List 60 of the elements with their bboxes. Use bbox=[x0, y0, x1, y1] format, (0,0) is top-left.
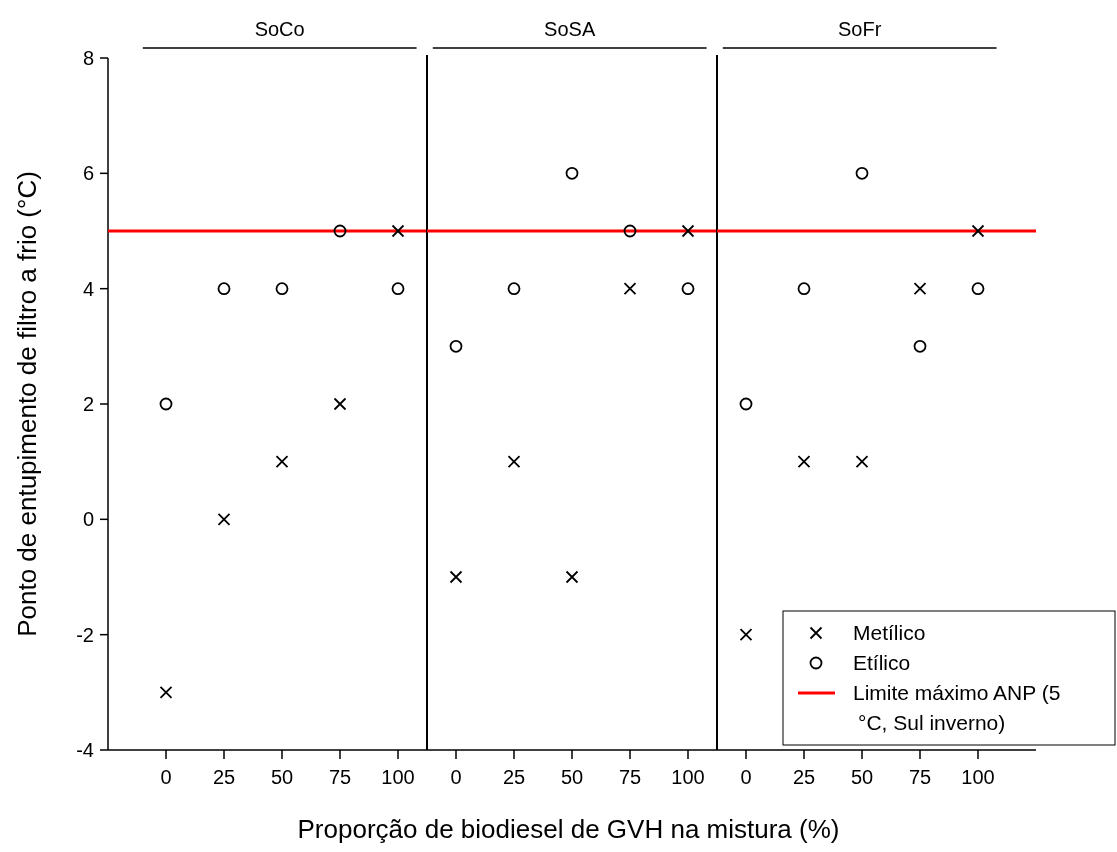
y-tick-label: 6 bbox=[82, 162, 94, 185]
point bbox=[217, 512, 231, 526]
x-tick-label: 25 bbox=[212, 766, 236, 788]
point bbox=[159, 685, 173, 699]
x-tick-label: 0 bbox=[450, 766, 462, 788]
x-tick-label: 50 bbox=[850, 766, 874, 788]
point bbox=[797, 455, 811, 469]
x-tick-label: 75 bbox=[618, 766, 642, 788]
x-tick-label: 100 bbox=[381, 766, 415, 788]
y-tick-label: 0 bbox=[82, 508, 94, 531]
x-tick-label: 50 bbox=[270, 766, 294, 788]
point bbox=[391, 282, 405, 296]
chart-title: SoFr bbox=[838, 18, 882, 40]
x-tick-label: 0 bbox=[160, 766, 172, 788]
point bbox=[913, 339, 927, 353]
point bbox=[855, 455, 869, 469]
point bbox=[623, 282, 637, 296]
x-tick-label: 25 bbox=[502, 766, 526, 788]
y-tick-label: 4 bbox=[82, 277, 94, 300]
legend-label: Etílico bbox=[853, 651, 911, 675]
x-tick-label: 50 bbox=[560, 766, 584, 788]
point bbox=[449, 570, 463, 584]
point bbox=[971, 282, 985, 296]
legend-label: Metílico bbox=[853, 621, 926, 645]
y-tick-label: -4 bbox=[76, 739, 94, 761]
y-axis-title: Ponto de entupimento de filtro a frio (°C) bbox=[12, 171, 42, 637]
x-tick-label: 100 bbox=[671, 766, 705, 788]
point bbox=[333, 397, 347, 411]
point bbox=[971, 224, 985, 238]
x-tick-label: 0 bbox=[740, 766, 752, 788]
x-tick-label: 75 bbox=[328, 766, 352, 788]
point bbox=[797, 282, 811, 296]
point bbox=[275, 282, 289, 296]
legend-label: Limite máximo ANP (5 °C, Sul inverno) bbox=[853, 681, 1061, 735]
point bbox=[565, 166, 579, 180]
point bbox=[507, 455, 521, 469]
x-axis-title: Proporção de biodiesel de GVH na mistura (%) bbox=[297, 814, 840, 844]
point bbox=[681, 224, 695, 238]
x-tick-label: 25 bbox=[792, 766, 816, 788]
point bbox=[913, 282, 927, 296]
point bbox=[739, 397, 753, 411]
chart-title: SoSA bbox=[544, 18, 596, 40]
x-tick-label: 100 bbox=[961, 766, 995, 788]
y-tick-label: 2 bbox=[82, 393, 94, 415]
y-tick-label: 8 bbox=[82, 47, 94, 69]
point bbox=[159, 397, 173, 411]
point bbox=[391, 224, 405, 238]
point bbox=[449, 339, 463, 353]
y-tick-label: -2 bbox=[76, 623, 94, 646]
point bbox=[855, 166, 869, 180]
point bbox=[507, 282, 521, 296]
point bbox=[275, 455, 289, 469]
point bbox=[217, 282, 231, 296]
chart-title: SoCo bbox=[254, 18, 305, 40]
point bbox=[681, 282, 695, 296]
point bbox=[739, 628, 753, 642]
point bbox=[623, 224, 637, 238]
x-tick-label: 75 bbox=[908, 766, 932, 788]
point bbox=[333, 224, 347, 238]
point bbox=[565, 570, 579, 584]
